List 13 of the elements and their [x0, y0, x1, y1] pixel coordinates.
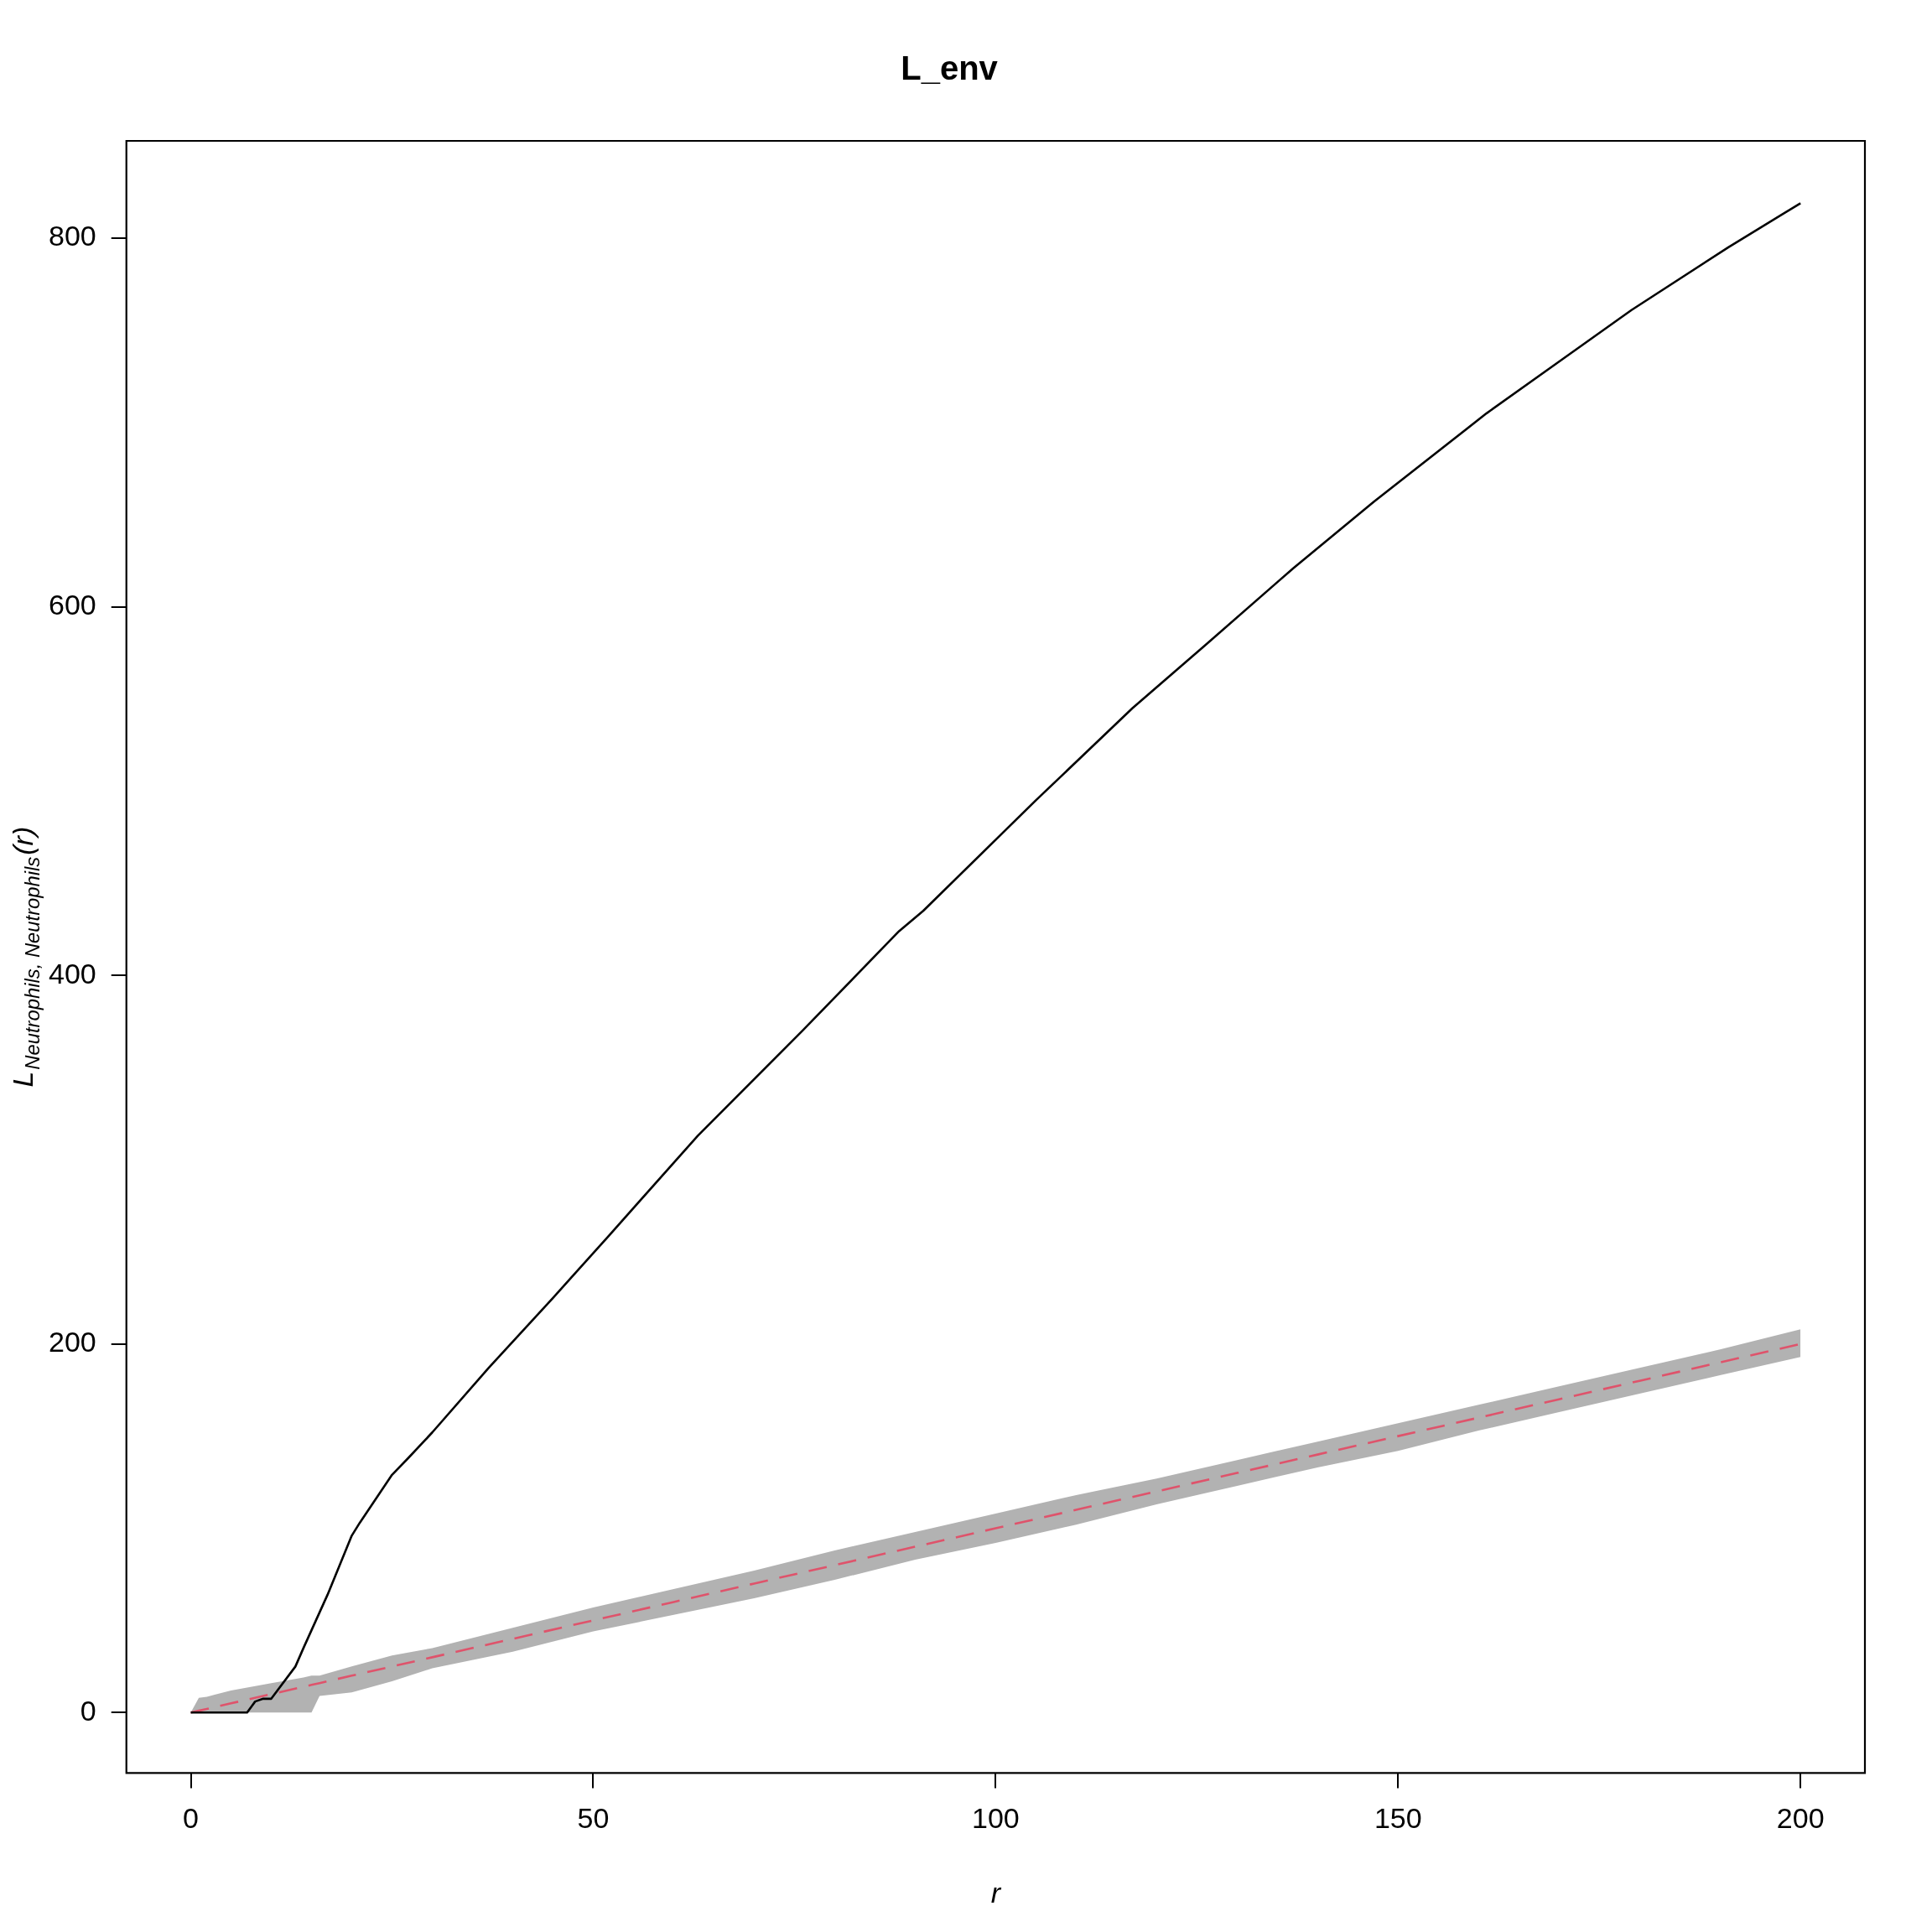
y-tick-label: 400: [48, 957, 96, 989]
x-tick-label: 0: [183, 1802, 199, 1835]
y-tick-label: 0: [80, 1694, 96, 1727]
y-tick-label: 800: [48, 220, 96, 252]
x-tick-label: 150: [1374, 1802, 1422, 1835]
x-tick-label: 50: [577, 1802, 610, 1835]
x-tick-label: 100: [972, 1802, 1020, 1835]
x-axis-title: r: [990, 1877, 1002, 1909]
chart-title: L_env: [901, 49, 999, 87]
y-tick-label: 600: [48, 588, 96, 621]
y-tick-label: 200: [48, 1326, 96, 1358]
x-tick-label: 200: [1776, 1802, 1825, 1835]
y-axis-title: LNeutrophils, Neutrophils(r): [7, 826, 44, 1088]
